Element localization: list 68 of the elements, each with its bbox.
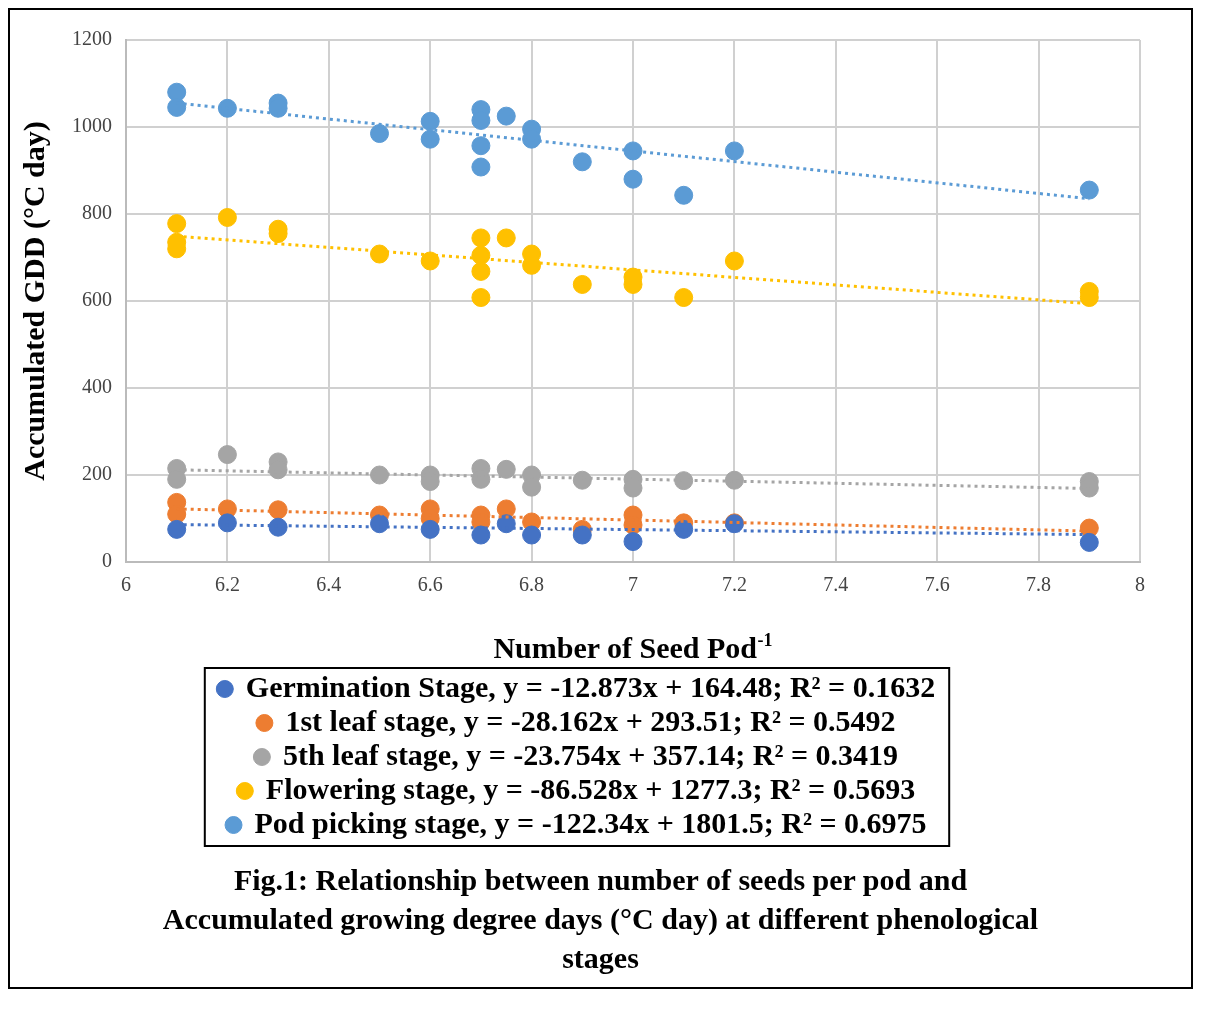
point: [496, 228, 516, 248]
point: [1079, 180, 1099, 200]
point: [674, 185, 694, 205]
x-tick-label: 7: [628, 573, 638, 596]
point: [420, 129, 440, 149]
legend-label: 5th leaf stage, y = -23.754x + 357.14; R² = 0.3419: [282, 737, 899, 771]
point: [167, 82, 187, 102]
point: [420, 519, 440, 539]
x-tick-label: 6.8: [519, 573, 545, 596]
point: [496, 106, 516, 126]
point: [572, 274, 592, 294]
point: [623, 141, 643, 161]
x-tick-label: 7.2: [721, 573, 747, 596]
point: [572, 152, 592, 172]
point: [268, 517, 288, 537]
point: [167, 519, 187, 539]
legend-label: Flowering stage, y = -86.528x + 1277.3; R² = 0.5693: [265, 771, 916, 805]
y-tick-label: 0: [102, 549, 112, 572]
point: [217, 513, 237, 533]
y-tick-label: 1000: [72, 114, 112, 137]
point: [471, 525, 491, 545]
point: [420, 111, 440, 131]
point: [268, 500, 288, 520]
point: [471, 136, 491, 156]
point: [471, 288, 491, 308]
y-axis-title: Accumulated GDD (°C day): [16, 121, 51, 481]
point: [674, 288, 694, 308]
point: [674, 471, 694, 491]
point: [370, 465, 389, 485]
legend-label: Pod picking stage, y = -122.34x + 1801.5; R² = 0.6975: [254, 805, 927, 839]
x-tick-label: 8: [1135, 573, 1145, 596]
y-tick-label: 600: [82, 288, 112, 311]
x-tick-label: 7.8: [1026, 573, 1052, 596]
x-tick-label: 7.6: [924, 573, 950, 596]
legend-label: Germination Stage, y = -12.873x + 164.48; R² = 0.1632: [245, 669, 936, 703]
point: [167, 214, 187, 234]
x-tick-label: 6.6: [417, 573, 443, 596]
point: [370, 244, 389, 264]
point: [724, 470, 744, 490]
point: [217, 445, 237, 465]
point: [471, 157, 491, 177]
caption: Fig.1: Relationship between number of seeds per pod and Accumulated growing degree days (°C day) at different phenological stages: [161, 862, 1040, 976]
x-tick-label: 6.2: [214, 573, 240, 596]
point: [1079, 532, 1099, 552]
x-tick-label: 6: [121, 573, 131, 596]
y-tick-label: 400: [82, 375, 112, 398]
legend-label: 1st leaf stage, y = -28.162x + 293.51; R² = 0.5492: [285, 703, 896, 737]
point: [370, 124, 389, 144]
y-tick-label: 800: [82, 201, 112, 224]
point: [623, 169, 643, 189]
point: [471, 261, 491, 281]
point: [496, 459, 516, 479]
point: [623, 532, 643, 552]
point: [572, 525, 592, 545]
y-tick-label: 200: [82, 462, 112, 485]
point: [724, 251, 744, 271]
point: [471, 228, 491, 248]
point: [217, 98, 237, 118]
x-tick-label: 7.4: [823, 573, 849, 596]
point: [217, 207, 237, 227]
point: [370, 514, 389, 534]
point: [167, 97, 187, 117]
point: [420, 251, 440, 271]
y-tick-label: 1200: [72, 27, 112, 50]
point: [572, 470, 592, 490]
point: [522, 525, 542, 545]
x-tick-label: 6.4: [316, 573, 342, 596]
point: [724, 141, 744, 161]
